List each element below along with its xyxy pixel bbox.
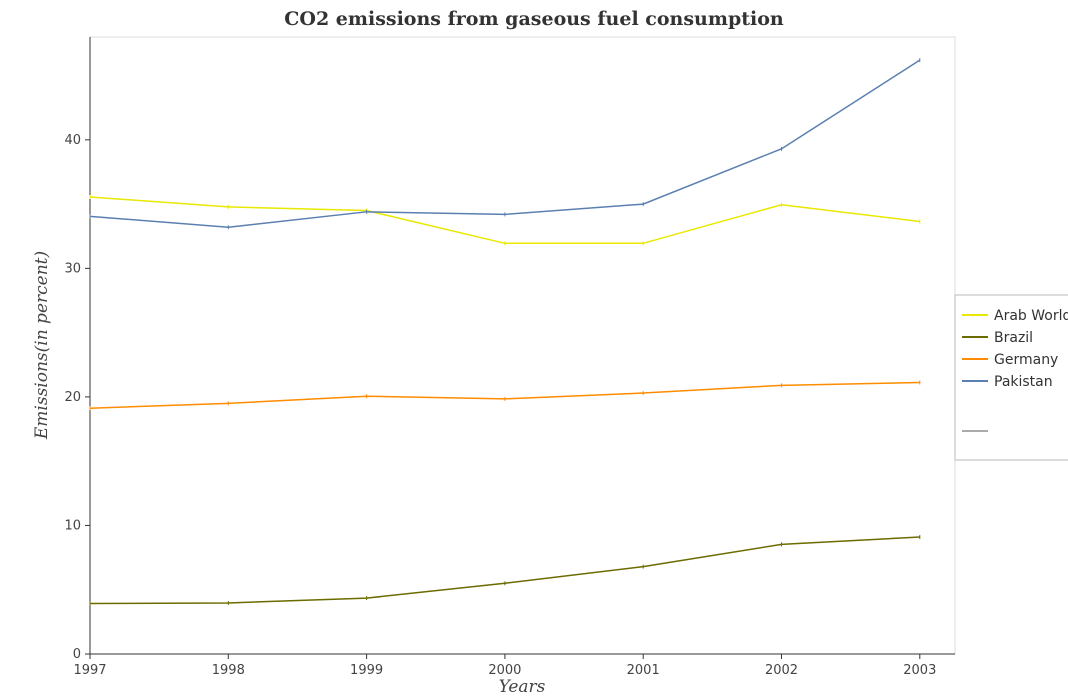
y-tick-label: 0 <box>73 647 81 662</box>
x-tick-label: 1999 <box>350 663 383 678</box>
x-tick-label: 1998 <box>212 663 245 678</box>
y-tick-label: 10 <box>64 518 81 533</box>
x-axis-label: Years <box>499 677 546 697</box>
legend-label-pakistan: Pakistan <box>994 374 1053 390</box>
x-tick-label: 2000 <box>488 663 521 678</box>
chart-title: CO2 emissions from gaseous fuel consumpt… <box>284 8 784 30</box>
y-tick-label: 40 <box>64 133 81 148</box>
legend-label-germany: Germany <box>994 352 1058 368</box>
plot-area <box>89 36 956 655</box>
series-lines <box>89 58 921 606</box>
legend-label-arab-world: Arab World <box>994 308 1068 324</box>
y-tick-label: 30 <box>64 261 81 276</box>
x-tick-label: 2003 <box>903 663 936 678</box>
legend-box <box>954 294 1068 461</box>
legend: Arab World Brazil Germany Pakistan <box>954 294 1068 461</box>
x-tick-label: 2001 <box>627 663 660 678</box>
x-tick-label: 1997 <box>73 663 106 678</box>
legend-label-brazil: Brazil <box>994 330 1033 346</box>
y-axis-label: Emissions(in percent) <box>32 251 52 440</box>
axis-ticks: 0 10 20 30 40 1997 1998 1999 2000 2001 2002 2003 <box>64 133 936 678</box>
y-tick-label: 20 <box>64 390 81 405</box>
x-tick-label: 2002 <box>765 663 798 678</box>
